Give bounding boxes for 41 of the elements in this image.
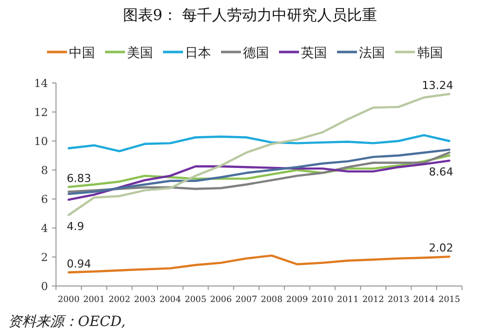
y-tick-label: 2: [41, 251, 48, 264]
x-tick-label: 2001: [83, 295, 105, 305]
y-tick-label: 8: [41, 164, 48, 177]
legend-label: 中国: [69, 46, 95, 61]
legend-label: 日本: [185, 46, 211, 61]
x-tick-label: 2010: [312, 295, 334, 305]
annotation: 0.94: [66, 257, 92, 270]
x-tick-label: 2007: [235, 295, 258, 305]
legend-label: 英国: [301, 46, 327, 61]
annotation: 4.9: [66, 220, 84, 233]
annotation: 13.24: [422, 79, 454, 92]
y-tick-label: 12: [34, 106, 48, 119]
x-tick-label: 2004: [159, 295, 182, 305]
annotation: 2.02: [428, 242, 454, 255]
text: 资料来源：OECD,: [8, 314, 126, 330]
x-tick-label: 2009: [286, 295, 308, 305]
x-tick-label: 2005: [184, 295, 206, 305]
x-tick-label: 2015: [438, 295, 460, 305]
x-tick-label: 2006: [210, 295, 232, 305]
x-tick-label: 2003: [134, 295, 156, 305]
x-tick-label: 2013: [388, 295, 410, 305]
legend-label: 法国: [359, 46, 385, 61]
y-tick-label: 0: [41, 280, 48, 293]
x-tick-label: 2011: [336, 295, 359, 305]
annotation: 8.64: [428, 166, 454, 179]
y-tick-label: 6: [41, 193, 48, 206]
legend-label: 韩国: [417, 46, 443, 61]
y-tick-label: 4: [41, 222, 48, 235]
y-tick-label: 10: [34, 135, 48, 148]
title: 图表9： 每千人劳动力中研究人员比重: [122, 6, 378, 24]
x-tick-label: 2014: [413, 295, 435, 305]
legend-label: 美国: [127, 45, 153, 61]
line-series: [68, 134, 450, 152]
legend-label: 德国: [243, 46, 269, 61]
line-series: [68, 254, 450, 274]
annotation: 6.83: [66, 172, 92, 185]
x-tick-label: 2000: [58, 295, 80, 305]
x-tick-label: 2002: [108, 295, 130, 305]
x-tick-label: 2012: [362, 295, 384, 305]
y-tick-label: 14: [34, 77, 48, 90]
x-tick-label: 2008: [260, 295, 283, 305]
